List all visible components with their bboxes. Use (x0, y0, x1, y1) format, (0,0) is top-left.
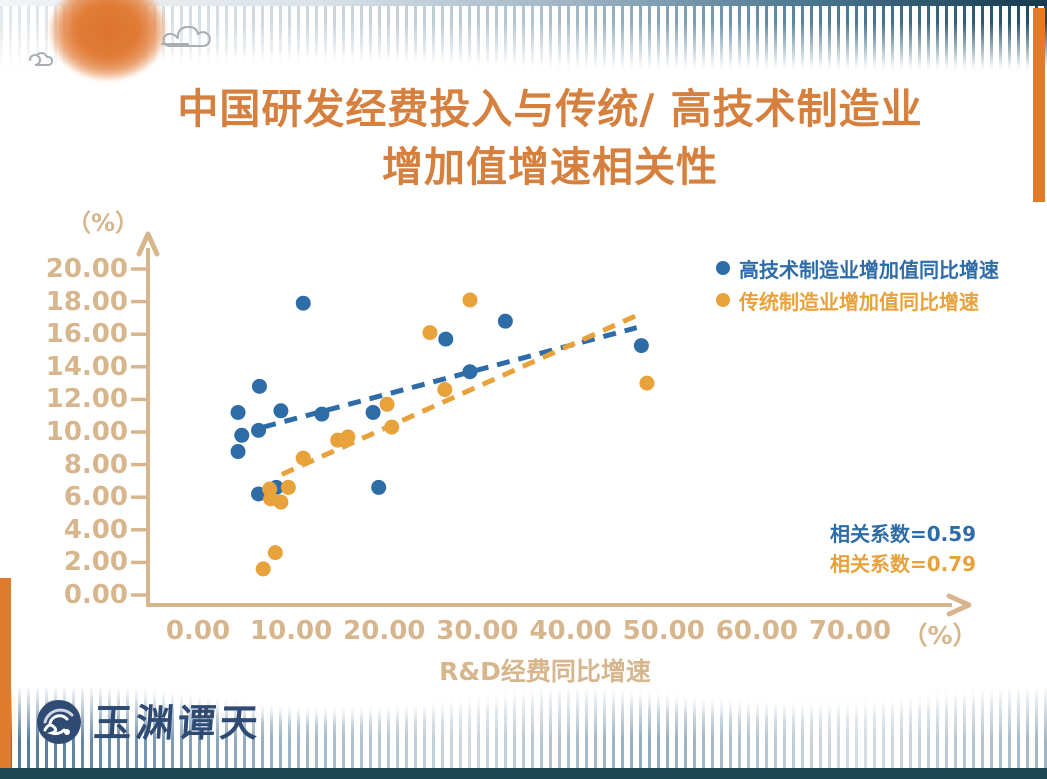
cloud-icon (29, 52, 54, 66)
sun-graphic (50, 0, 166, 80)
title-line-2: 增加值增速相关性 (382, 143, 718, 191)
title-line-1: 中国研发经费投入与传统/ 高技术制造业 (177, 85, 923, 133)
scatter-point-hightech (234, 427, 250, 443)
legend-item-hightech: 高技术制造业增加值同比增速 (716, 252, 999, 284)
scatter-point-traditional (273, 494, 289, 510)
y-tick-label: 6.00 (63, 482, 128, 513)
y-tick-label: 14.00 (45, 351, 128, 382)
scatter-point-traditional (379, 396, 395, 412)
scatter-point-hightech (365, 404, 381, 420)
legend-dot-orange (716, 293, 730, 307)
scatter-point-hightech (230, 444, 246, 460)
scatter-point-hightech (295, 295, 311, 311)
chart-legend: 高技术制造业增加值同比增速 传统制造业增加值同比增速 (716, 252, 999, 316)
scatter-point-traditional (340, 429, 356, 445)
legend-dot-blue (716, 261, 730, 275)
brand-logo-text: 玉渊谭天 (92, 700, 264, 745)
left-edge-orange-bar (0, 578, 11, 768)
scatter-point-traditional (422, 325, 438, 341)
scatter-point-traditional (280, 479, 296, 495)
right-edge-orange-bar (1033, 8, 1045, 202)
bottom-stripe-band (0, 688, 1047, 768)
x-tick-label: 10.00 (250, 616, 333, 646)
y-tick-label: 2.00 (63, 547, 128, 578)
scatter-point-traditional (462, 292, 478, 308)
logo-mark-icon (37, 699, 81, 744)
x-tick-label: 0.00 (165, 616, 231, 646)
scatter-point-hightech (251, 378, 267, 394)
x-tick-label: 50.00 (622, 616, 705, 646)
x-axis-arrow (946, 593, 972, 617)
scatter-point-hightech (273, 403, 289, 419)
correlation-label-traditional: 相关系数=0.79 (830, 552, 977, 576)
y-tick-label: 12.00 (45, 384, 128, 415)
top-stripe-band (0, 6, 1047, 70)
x-axis-unit-label: （%） (902, 621, 978, 650)
scatter-point-hightech (497, 313, 513, 329)
x-axis-title: R&D经费同比增速 (439, 657, 651, 686)
x-tick-label: 20.00 (343, 616, 426, 646)
y-axis-unit-label: （%） (66, 209, 140, 237)
y-tick-label: 20.00 (45, 254, 128, 284)
x-tick-label: 30.00 (436, 616, 519, 646)
scatter-point-traditional (639, 375, 655, 391)
y-tick-label: 16.00 (45, 319, 128, 350)
scatter-point-hightech (462, 364, 478, 380)
x-tick-label: 70.00 (808, 616, 892, 646)
x-tick-label: 60.00 (715, 616, 798, 646)
trend-line-traditional (280, 312, 640, 477)
scatter-point-hightech (251, 486, 267, 502)
page-title: 中国研发经费投入与传统/ 高技术制造业 增加值增速相关性 (60, 80, 1040, 196)
scatter-point-hightech (371, 479, 387, 495)
y-tick-label: 0.00 (63, 580, 128, 610)
y-tick-label: 10.00 (45, 417, 128, 447)
scatter-point-hightech (633, 338, 649, 354)
top-gradient-bar (0, 0, 1047, 7)
legend-label-hightech: 高技术制造业增加值同比增速 (739, 257, 999, 282)
scatter-point-hightech (438, 331, 454, 347)
scatter-point-traditional (384, 419, 400, 435)
y-tick-label: 4.00 (63, 514, 128, 545)
scatter-point-hightech (251, 422, 267, 438)
cloud-icon (161, 25, 211, 47)
footer-strip (0, 768, 1047, 779)
scatter-point-traditional (267, 545, 283, 561)
correlation-label-hightech: 相关系数=0.59 (830, 522, 977, 546)
y-tick-label: 18.00 (45, 286, 128, 317)
x-tick-label: 40.00 (529, 616, 612, 646)
brand-logo: 玉渊谭天 (34, 692, 264, 747)
legend-item-traditional: 传统制造业增加值同比增速 (716, 284, 999, 316)
scatter-point-traditional (437, 382, 453, 398)
scatter-point-hightech (314, 406, 330, 422)
scatter-point-traditional (255, 561, 271, 577)
y-axis-arrow (136, 231, 160, 257)
legend-label-traditional: 传统制造业增加值同比增速 (739, 289, 979, 314)
scatter-point-hightech (230, 404, 246, 420)
y-tick-label: 8.00 (63, 449, 128, 480)
scatter-point-traditional (295, 450, 311, 466)
